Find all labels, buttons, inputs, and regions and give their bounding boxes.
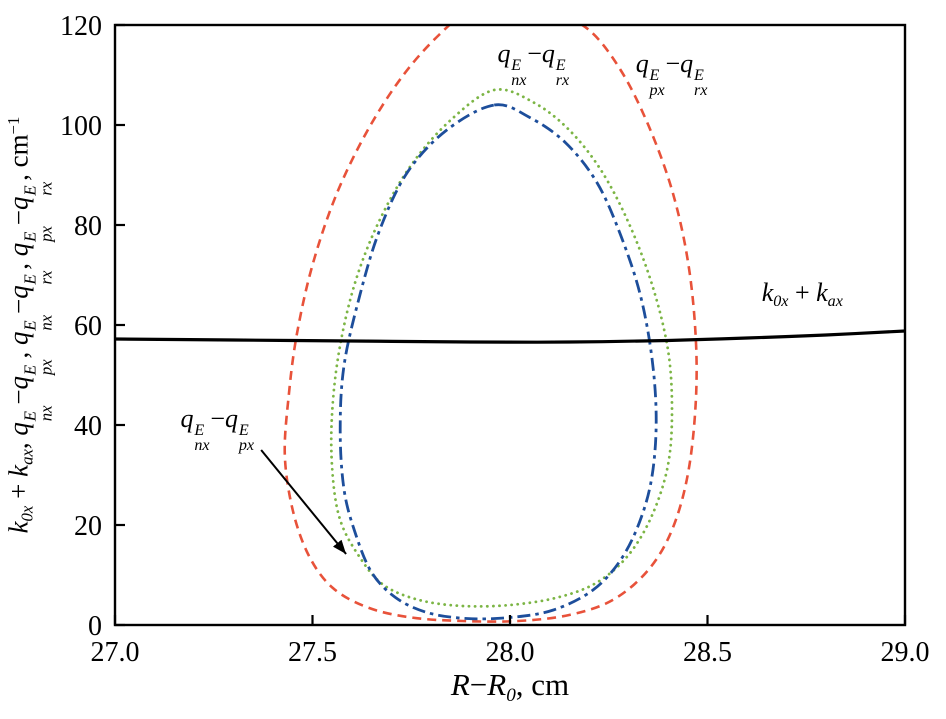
x-tick-label: 27.0 [91,637,140,668]
x-tick-label: 28.0 [486,637,535,668]
plot-frame [113,23,907,627]
y-tick-label: 40 [74,411,102,442]
y-tick-label: 80 [74,211,102,242]
y-tick-label: 100 [60,111,102,142]
curve-k0x-plus-kax [115,329,905,344]
curve-qnx-minus-qpx [338,103,658,621]
y-tick-label: 20 [74,511,102,542]
x-tick-label: 29.0 [881,637,930,668]
x-tick-label: 28.5 [683,637,732,668]
curve-qnx-minus-qrx [329,88,674,608]
curve-qpx-minus-qrx [283,25,698,623]
annotation-arrow [260,449,347,555]
y-tick-label: 60 [74,311,102,342]
y-tick-label: 120 [60,11,102,42]
x-tick-label: 27.5 [288,637,337,668]
y-tick-label: 0 [88,611,102,642]
